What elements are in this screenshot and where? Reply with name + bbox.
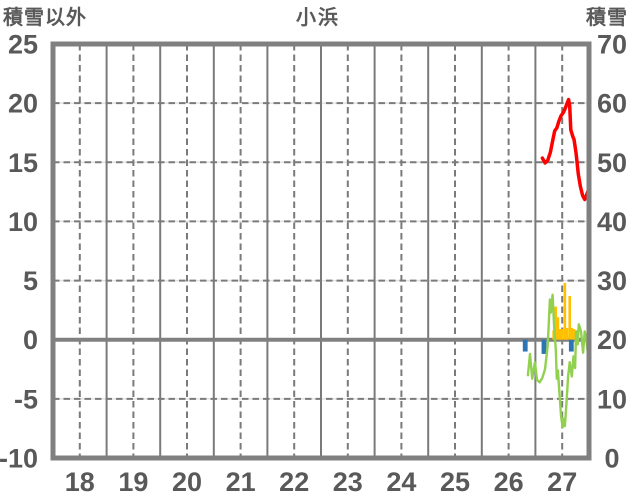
blue-bars-bar [522,339,528,352]
right-axis-tick-label: 0 [604,444,619,474]
orange-bars-bar [565,327,569,340]
blue-bars-bar [568,339,574,352]
left-axis-tick-label: 10 [8,207,38,237]
x-axis-tick-label: 19 [118,467,148,497]
right-axis-tick-label: 70 [597,30,627,60]
x-axis-tick-label: 26 [494,467,524,497]
left-axis-tick-label: 5 [23,266,38,296]
x-axis-tick-label: 25 [440,467,470,497]
snow-depth-line-red [540,97,587,202]
left-axis-tick-label: -5 [14,384,38,414]
right-axis-tick-label: 10 [597,384,627,414]
blue-bars-bar [541,339,547,354]
orange-bars-bar [572,329,576,340]
right-axis-tick-label: 30 [597,266,627,296]
x-axis-tick-label: 24 [386,467,416,497]
green-jagged-line [526,293,587,429]
right-axis-tick-label: 40 [597,207,627,237]
x-axis-tick-label: 18 [65,467,95,497]
left-axis-tick-label: 20 [8,89,38,119]
x-axis-tick-label: 22 [279,467,309,497]
right-axis-tick-label: 20 [597,325,627,355]
left-axis-tick-label: 15 [8,148,38,178]
right-axis-title: 積雪 [586,7,628,29]
left-axis-tick-label: 0 [23,325,38,355]
plot-border [50,41,592,461]
right-axis-tick-label: 60 [597,89,627,119]
left-axis-tick-label: -10 [0,444,38,474]
orange-bars-bar [554,306,558,340]
orange-bars-bar [556,317,560,340]
orange-bars-bar [563,282,567,340]
chart-title: 小浜 [296,7,340,29]
left-axis-title: 積雪以外 [3,7,87,29]
x-axis-tick-label: 20 [172,467,202,497]
x-axis-tick-label: 21 [226,467,256,497]
x-axis-tick-label: 27 [547,467,577,497]
left-axis-tick-label: 25 [8,30,38,60]
right-axis-tick-label: 50 [597,148,627,178]
orange-bars-bar [570,327,574,340]
orange-bars-bar [558,329,562,340]
orange-bars-bar [568,295,571,340]
x-axis-tick-label: 23 [333,467,363,497]
orange-bars-bar [560,329,564,340]
